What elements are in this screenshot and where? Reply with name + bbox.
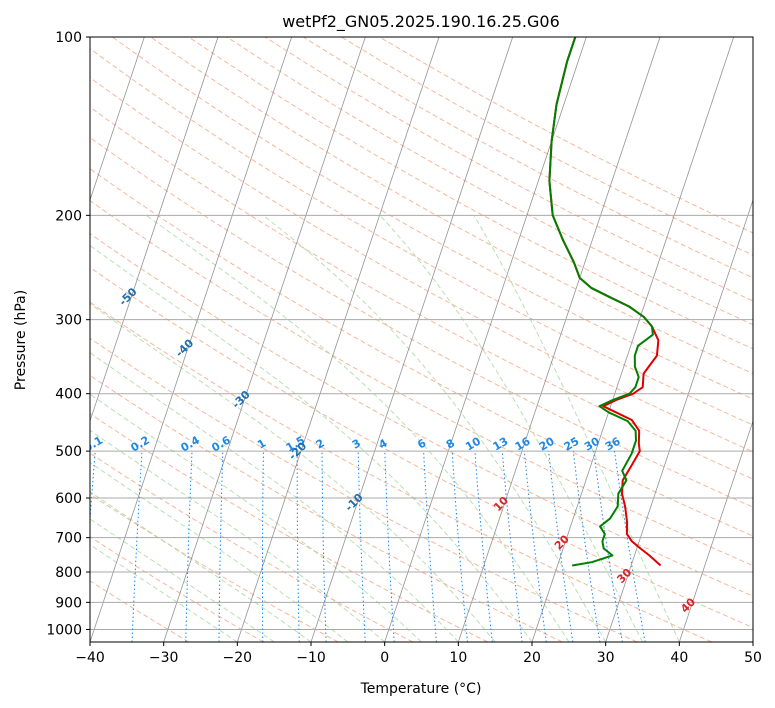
- x-tick-label: −20: [223, 650, 253, 666]
- moist-adiabat: [473, 215, 680, 642]
- y-tick-label: 100: [55, 30, 82, 46]
- y-tick-label: 500: [55, 444, 82, 460]
- mixing-ratio-line: [523, 451, 547, 642]
- dry-adiabat: [90, 168, 753, 537]
- dry-adiabat: [90, 136, 753, 508]
- isotherm: [752, 640, 753, 642]
- x-tick-label: 20: [523, 650, 541, 666]
- moist-adiabat: [90, 429, 386, 642]
- chart-title: wetPf2_GN05.2025.190.16.25.G06: [282, 12, 560, 32]
- moist-adiabat: [90, 244, 533, 642]
- y-tick-label: 900: [55, 595, 82, 611]
- x-tick-label: −40: [75, 650, 105, 666]
- moist-adiabat: [90, 491, 312, 642]
- mixing-ratio-line: [593, 451, 623, 642]
- isotherm: [678, 419, 753, 642]
- isotherm: [90, 37, 145, 202]
- dry-adiabat: [112, 37, 753, 400]
- y-tick-label: 1000: [46, 622, 82, 638]
- y-axis-label: Pressure (hPa): [13, 290, 29, 390]
- x-tick-label: −10: [296, 650, 326, 666]
- isotherm: [90, 37, 293, 642]
- isotherm: [163, 37, 366, 642]
- isotherm-label: -60: [60, 234, 83, 257]
- mixing-ratio-line: [474, 451, 493, 642]
- x-tick-label: −30: [149, 650, 179, 666]
- moist-adiabat: [90, 393, 422, 642]
- mixing-ratio-line: [548, 451, 574, 642]
- dry-adiabat: [90, 580, 190, 642]
- moist-adiabat: [90, 303, 496, 642]
- profile-lines: [548, 37, 662, 567]
- isotherm: [90, 37, 219, 423]
- x-tick-label: 40: [670, 650, 688, 666]
- y-tick-label: 700: [55, 531, 82, 547]
- moist-adiabat: [90, 544, 238, 642]
- dry-adiabat: [90, 413, 488, 642]
- y-tick-label: 200: [55, 208, 82, 224]
- isotherm: [531, 37, 735, 642]
- moist-adiabat: [379, 214, 643, 642]
- x-axis-label: Temperature (°C): [360, 681, 482, 697]
- mixing-ratio-line: [451, 451, 468, 642]
- x-tick-label: 0: [380, 650, 389, 666]
- dry-adiabat: [90, 337, 638, 642]
- dry-adiabat: [90, 536, 264, 642]
- x-tick-label: 10: [449, 650, 467, 666]
- moist-adiabat: [90, 352, 459, 642]
- plot-background: [90, 37, 753, 642]
- x-tick-label: 50: [744, 650, 762, 666]
- plot-frame: [89, 36, 754, 643]
- isotherm: [310, 37, 514, 642]
- dry-adiabat: [90, 47, 753, 426]
- dry-adiabat: [90, 374, 563, 642]
- isotherm: [236, 37, 440, 642]
- isotherm: [605, 198, 753, 642]
- y-tick-label: 300: [55, 313, 82, 329]
- moist-adiabat: [90, 461, 349, 642]
- moist-adiabat: [262, 214, 607, 642]
- dry-adiabat: [90, 301, 712, 642]
- y-tick-label: 400: [55, 387, 82, 403]
- y-tick-label: 600: [55, 491, 82, 507]
- dry-adiabat: [90, 200, 753, 567]
- dewpoint-profile: [548, 37, 654, 567]
- axes: −40 −30 −20 −10 0 10 20 30 40 50 100 200 300 400 500 60…: [46, 30, 762, 666]
- mixing-ratio-line: [501, 451, 523, 642]
- isotherm-label: -70: [3, 182, 26, 205]
- dry-adiabat: [150, 37, 753, 375]
- isotherm: [457, 37, 661, 642]
- y-tick-label: 800: [55, 565, 82, 581]
- dry-adiabat: [90, 266, 753, 629]
- isotherm: [0, 37, 71, 642]
- x-tick-label: 30: [597, 650, 615, 666]
- mixing-ratio-line: [572, 451, 601, 642]
- dry-adiabat: [188, 37, 753, 350]
